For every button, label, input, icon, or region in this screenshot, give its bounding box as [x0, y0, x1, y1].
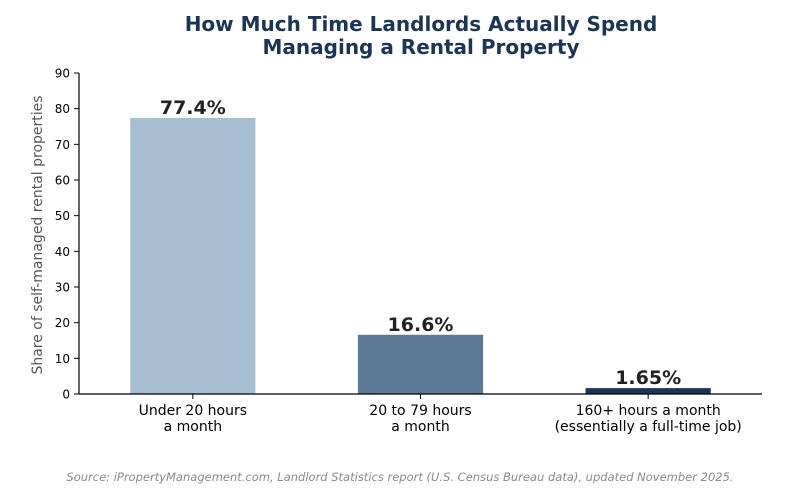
data-label: 16.6% [388, 314, 454, 336]
bar [585, 388, 711, 394]
y-tick-label: 70 [55, 138, 70, 152]
x-tick-label: a month [391, 419, 449, 435]
x-tick-label: 160+ hours a month [576, 403, 721, 419]
source-note: Source: iPropertyManagement.com, Landlor… [66, 470, 733, 484]
x-tick-label: Under 20 hours [139, 403, 247, 419]
y-tick-label: 40 [55, 245, 70, 259]
x-tick-label: a month [164, 419, 222, 435]
y-tick-label: 90 [55, 67, 70, 81]
data-labels: 77.4% 16.6% 1.65% [160, 97, 681, 389]
bar [357, 334, 484, 394]
chart-title-line: How Much Time Landlords Actually Spend [185, 12, 658, 36]
chart-title-line: Managing a Rental Property [263, 35, 580, 59]
y-tick-label: 20 [55, 316, 70, 330]
y-tick-label: 60 [55, 174, 70, 188]
y-tick-label: 80 [55, 102, 70, 116]
y-axis-label: Share of self-managed rental properties [30, 95, 46, 374]
y-tick-label: 0 [62, 388, 70, 402]
y-tick-label: 10 [55, 352, 70, 366]
y-tick-label: 30 [55, 281, 70, 295]
x-tick-label: (essentially a full-time job) [555, 419, 742, 435]
bar [130, 117, 256, 394]
x-tick-label: 20 to 79 hours [369, 403, 471, 419]
chart-title: How Much Time Landlords Actually SpendMa… [185, 12, 658, 59]
data-label: 77.4% [160, 97, 226, 119]
y-axis-ticks: 0 10 20 30 40 50 60 70 80 90 [55, 67, 79, 402]
y-tick-label: 50 [55, 209, 70, 223]
data-label: 1.65% [615, 367, 681, 389]
bars [130, 117, 711, 394]
